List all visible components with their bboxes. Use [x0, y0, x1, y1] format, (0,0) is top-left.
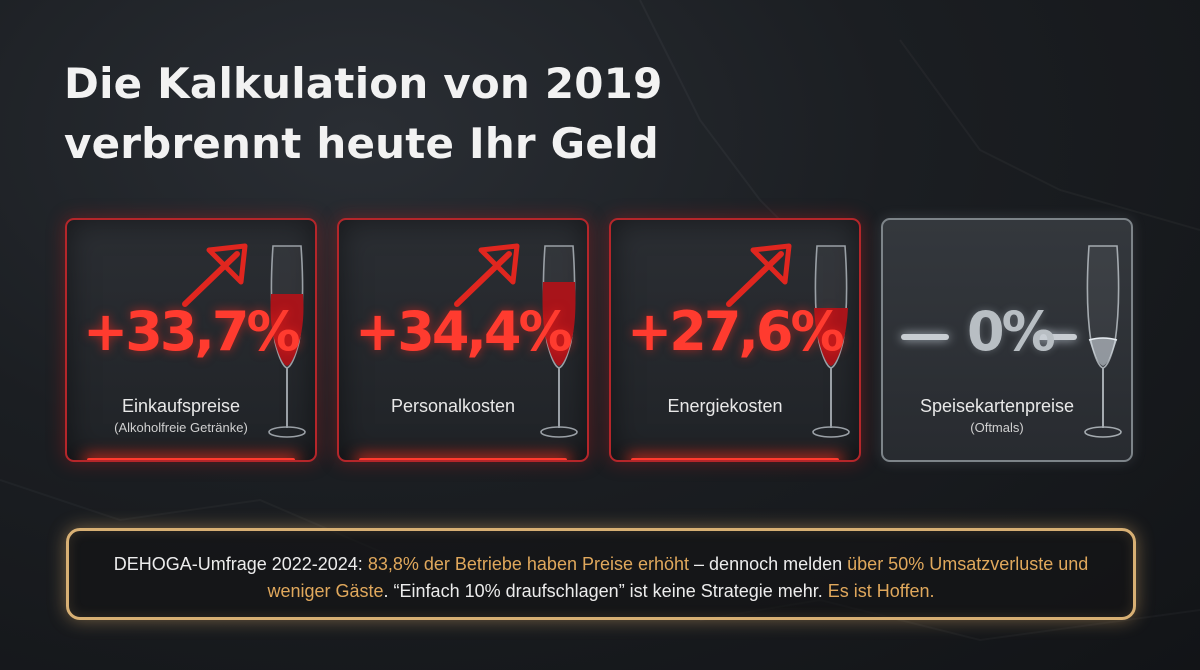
- champagne-glass-icon: [540, 245, 578, 438]
- note-text-1: DEHOGA-Umfrage 2022-2024:: [113, 554, 368, 574]
- page-title: Die Kalkulation von 2019 verbrennt heute…: [64, 54, 663, 174]
- stat-card-energiekosten: +27,6% Energiekosten: [609, 218, 861, 462]
- arrow-up-icon: [454, 243, 520, 307]
- note-highlight-2: über 50% Umsatzverluste und weniger Gäst…: [267, 554, 1089, 601]
- stat-label: Energiekosten: [667, 396, 783, 416]
- stat-card-speisekartenpreise: 0% Speisekartenpreise (Oftmals): [881, 218, 1133, 462]
- card-glow: [631, 458, 839, 460]
- champagne-glass-icon: [268, 245, 306, 438]
- stat-value: 0%: [967, 300, 1056, 363]
- stat-value: +27,6%: [627, 300, 845, 363]
- note-text-3: . “Einfach 10% draufschlagen” ist keine …: [383, 581, 828, 601]
- stat-label: Speisekartenpreise: [919, 396, 1075, 416]
- champagne-glass-icon: [1084, 245, 1122, 438]
- stat-value: +33,7%: [83, 300, 301, 363]
- note-text-2: – dennoch melden: [689, 554, 848, 574]
- note-highlight-1: 83,8% der Betriebe haben Preise erhöht: [367, 554, 690, 574]
- stat-value: +34,4%: [355, 300, 573, 363]
- arrow-up-icon: [726, 243, 792, 307]
- stat-card-personalkosten: +34,4% Personalkosten: [337, 218, 589, 462]
- title-line-1: Die Kalkulation von 2019: [64, 59, 663, 108]
- flat-line-right: [1037, 334, 1077, 340]
- stat-card-einkaufspreise: +33,7% Einkaufspreise (Alkoholfreie Getr…: [65, 218, 317, 462]
- card-glow: [87, 458, 295, 460]
- card-glow: [359, 458, 567, 460]
- stat-sublabel: (Oftmals): [970, 420, 1024, 435]
- stat-sublabel: (Alkoholfreie Getränke): [114, 420, 248, 435]
- arrow-up-icon: [182, 243, 248, 307]
- flat-line-left: [901, 334, 949, 340]
- survey-callout: DEHOGA-Umfrage 2022-2024: 83,8% der Betr…: [66, 528, 1136, 620]
- champagne-glass-icon: [812, 245, 850, 438]
- title-line-2: verbrennt heute Ihr Geld: [64, 119, 659, 168]
- stat-label: Einkaufspreise: [121, 396, 241, 416]
- stat-label: Personalkosten: [390, 396, 516, 416]
- note-highlight-3: Es ist Hoffen.: [827, 581, 935, 601]
